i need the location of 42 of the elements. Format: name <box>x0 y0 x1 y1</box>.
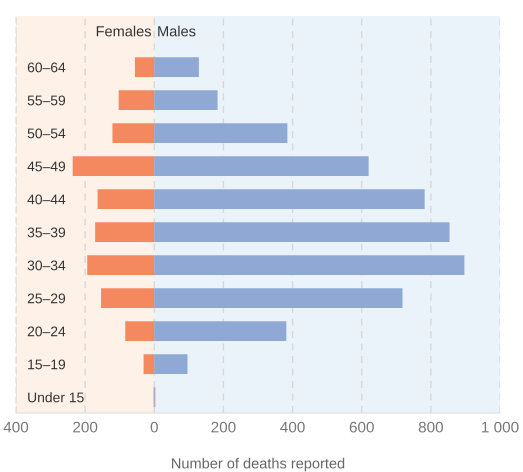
bar <box>98 189 154 210</box>
x-tick-label: 400 <box>280 422 305 433</box>
bar <box>87 255 154 276</box>
x-tick-label: 600 <box>350 422 374 433</box>
series-label: Females <box>96 26 151 36</box>
y-tick-label: 30–34 <box>28 260 66 270</box>
bar <box>118 90 154 110</box>
y-tick-label: Under 15 <box>28 392 84 402</box>
bar <box>134 57 154 78</box>
bar <box>154 90 218 110</box>
x-tick-label: 800 <box>418 422 444 433</box>
bar <box>154 321 286 342</box>
x-tick-label: 400 <box>4 422 28 433</box>
x-tick-label: 0 <box>150 422 158 433</box>
y-tick-label: 45–49 <box>27 161 66 172</box>
x-tick-label: 1 000 <box>482 422 519 433</box>
bar <box>112 123 154 144</box>
bar <box>95 222 154 242</box>
y-tick-label: 40–44 <box>27 194 66 204</box>
bar <box>154 57 199 78</box>
y-tick-label: 25–29 <box>28 293 66 304</box>
bar <box>154 255 464 276</box>
bar <box>125 321 154 342</box>
y-tick-label: 15–19 <box>28 359 66 370</box>
y-tick-label: 60–64 <box>28 62 66 72</box>
y-tick-label: 50–54 <box>28 128 66 138</box>
bar <box>154 156 369 176</box>
bar <box>154 189 425 210</box>
x-axis-title: Number of deaths reported <box>172 458 344 472</box>
bar <box>154 354 188 374</box>
bar <box>101 288 154 308</box>
bar <box>144 354 154 374</box>
bar <box>154 222 450 242</box>
y-tick-label: 55–59 <box>28 95 66 106</box>
series-label: Males <box>158 26 196 36</box>
bar <box>154 288 403 308</box>
y-tick-label: 20–24 <box>28 326 66 336</box>
bar <box>154 123 288 144</box>
x-tick-label: 200 <box>211 422 236 433</box>
x-tick-label: 200 <box>73 422 98 433</box>
bar <box>72 156 154 176</box>
y-tick-label: 35–39 <box>28 227 66 238</box>
